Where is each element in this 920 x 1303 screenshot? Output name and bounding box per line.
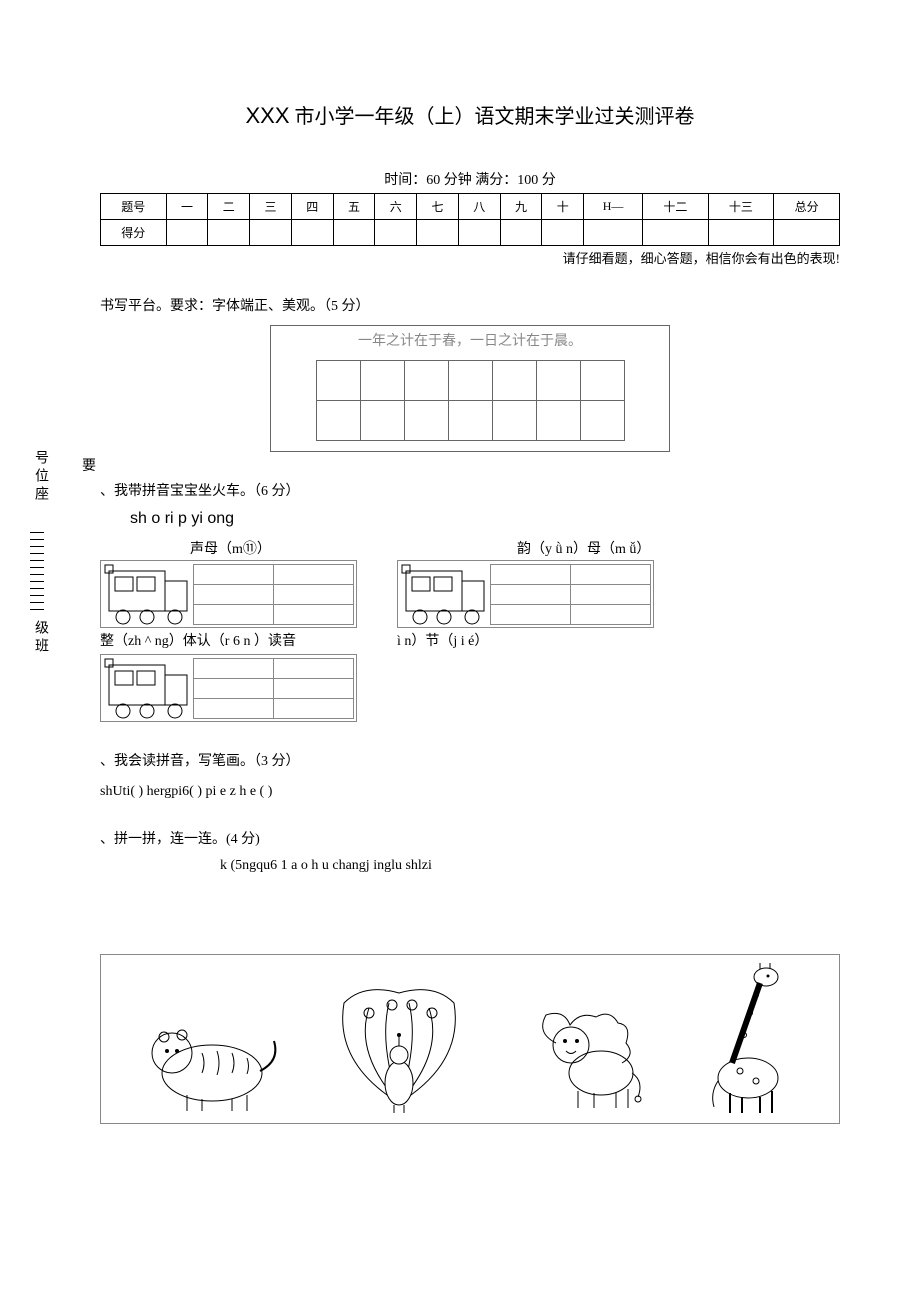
cell: 九: [500, 194, 542, 220]
train-label: 韵（y ǜ n）母（m ǚ）: [517, 538, 654, 558]
train-icon: [103, 563, 193, 625]
title-rest: 市小学一年级（上）语文期末学业过关测评卷: [290, 106, 695, 128]
cell: 一: [166, 194, 208, 220]
table-row: 得分: [101, 220, 840, 246]
cell: 总分: [774, 194, 840, 220]
score-table: 题号 一 二 三 四 五 六 七 八 九 十 H— 十二 十三 总分 得分: [100, 193, 840, 246]
cell: 六: [375, 194, 417, 220]
q1-title: 书写平台。要求：字体端正、美观。（5 分）: [100, 295, 840, 315]
writing-grid: [316, 360, 625, 441]
animals-strip: [100, 954, 840, 1124]
table-row: 题号 一 二 三 四 五 六 七 八 九 十 H— 十二 十三 总分: [101, 194, 840, 220]
train-icon: [400, 563, 490, 625]
cell: H—: [584, 194, 643, 220]
q3-line: shUti( ) hergpi6( ) pi e z h e ( ): [100, 784, 840, 800]
hatch-icon: [30, 530, 44, 610]
yao-label: 要: [82, 455, 96, 475]
q4-line: k (5ngqu6 1 a o h u changj inglu shlzi: [220, 858, 840, 874]
peacock-icon: [324, 973, 474, 1113]
q3-title: 、我会读拼音，写笔画。（3 分）: [100, 750, 840, 770]
q2-title: 、我带拼音宝宝坐火车。（6 分）: [100, 480, 840, 500]
cell: 得分: [101, 220, 167, 246]
class-label: 级班: [30, 620, 50, 656]
title-prefix: XXX: [245, 103, 289, 128]
note: 请仔细看题，细心答题，相信你会有出色的表现!: [100, 248, 840, 267]
train-label: 声母（m⑪）: [190, 538, 357, 558]
cell: 十三: [708, 194, 774, 220]
section-q4: 、拼一拼，连一连。(4 分) k (5ngqu6 1 a o h u chang…: [100, 828, 840, 874]
cell: 十二: [643, 194, 709, 220]
cell: 七: [417, 194, 459, 220]
section-q2: 、我带拼音宝宝坐火车。（6 分） sh o ri p yi ong 声母（m⑪）: [100, 480, 840, 722]
section-q3: 、我会读拼音，写笔画。（3 分） shUti( ) hergpi6( ) pi …: [100, 750, 840, 800]
cell: 五: [333, 194, 375, 220]
q2-pinyin: sh o ri p yi ong: [130, 510, 840, 528]
cell: 二: [208, 194, 250, 220]
seat-label: 号位座: [30, 450, 50, 504]
train-zhengti: [100, 654, 357, 722]
section-q1: 书写平台。要求：字体端正、美观。（5 分） 一年之计在于春，一日之计在于晨。: [100, 295, 840, 452]
page-title: XXX 市小学一年级（上）语文期末学业过关测评卷: [100, 100, 840, 129]
train-sublabel: ì n）节（j i é）: [397, 630, 654, 650]
train-yunmu: 韵（y ǜ n）母（m ǚ） ì n）节（j i é）: [397, 538, 654, 650]
subtitle: 时间：60 分钟 满分：100 分: [100, 169, 840, 189]
cell: 十: [542, 194, 584, 220]
q4-title: 、拼一拼，连一连。(4 分): [100, 828, 840, 848]
cell: 八: [458, 194, 500, 220]
train-sublabel: 整（zh ^ ng）体认（r 6 n ）读音: [100, 630, 357, 650]
train-shengmu: 声母（m⑪） 整（zh ^ ng）体认（r 6 n ）读音: [100, 538, 357, 650]
cell: 三: [250, 194, 292, 220]
giraffe-icon: [688, 963, 798, 1113]
lion-icon: [516, 1003, 646, 1113]
cell: 题号: [101, 194, 167, 220]
train-icon: [103, 657, 193, 719]
writing-box: 一年之计在于春，一日之计在于晨。: [270, 325, 670, 452]
cell: 四: [291, 194, 333, 220]
tiger-icon: [142, 1003, 282, 1113]
writing-instruction: 一年之计在于春，一日之计在于晨。: [271, 326, 669, 354]
